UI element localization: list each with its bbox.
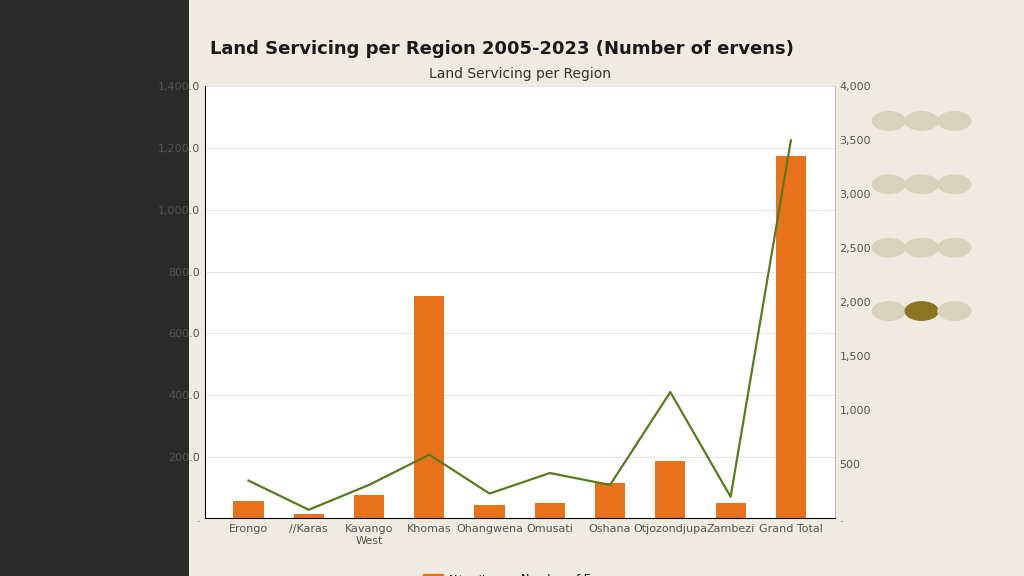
Number of Erven	[362, 482, 375, 488]
Title: Land Servicing per Region: Land Servicing per Region	[429, 67, 610, 81]
Number of Erven	[303, 506, 315, 513]
Bar	[415, 296, 444, 518]
Line: Number of Erven: Number of Erven	[249, 141, 791, 510]
Bar	[535, 503, 565, 518]
Bar	[233, 502, 263, 518]
Number of Erven	[784, 137, 797, 144]
Bar	[294, 514, 324, 518]
Number of Erven	[604, 482, 616, 488]
Number of Erven	[423, 451, 435, 458]
Number of Erven	[665, 389, 677, 396]
Bar	[354, 495, 384, 518]
Number of Erven	[243, 477, 255, 484]
Number of Erven	[483, 490, 496, 497]
Number of Erven	[544, 469, 556, 476]
Number of Erven	[724, 493, 736, 500]
Bar	[776, 156, 806, 518]
Legend: N$ mil, Number of Erven: N$ mil, Number of Erven	[419, 570, 621, 576]
Bar	[716, 503, 745, 518]
Bar	[474, 505, 505, 518]
Bar	[655, 461, 685, 518]
Text: Land Servicing per Region 2005-2023 (Number of ervens): Land Servicing per Region 2005-2023 (Num…	[210, 40, 794, 58]
Bar	[595, 483, 625, 518]
